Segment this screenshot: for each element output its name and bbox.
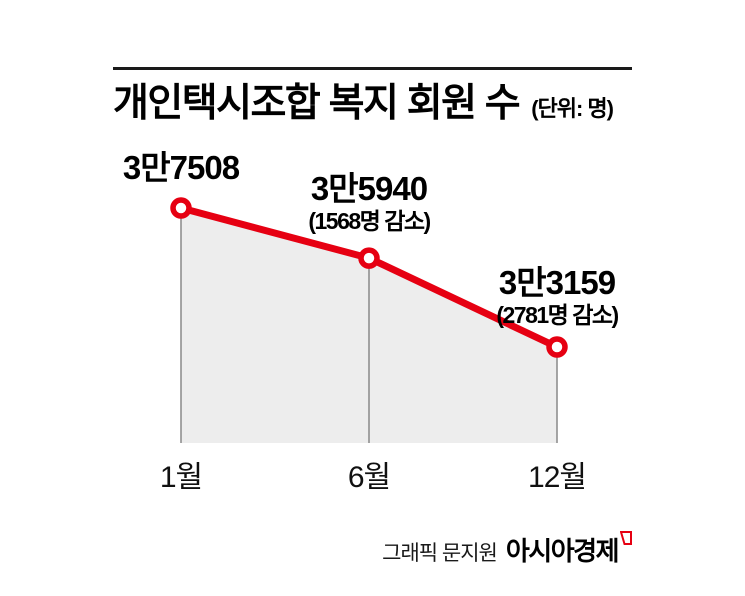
point-label-jun: 3만5940 (1568명 감소) bbox=[308, 170, 431, 234]
asiae-logo-icon bbox=[620, 531, 632, 545]
x-axis-label-jan: 1월 bbox=[159, 461, 203, 494]
credit-text: 그래픽 문지원 bbox=[382, 542, 498, 565]
title-divider bbox=[113, 67, 632, 70]
point-value: 3만5940 bbox=[310, 170, 428, 208]
x-axis-label-jun: 6월 bbox=[347, 461, 391, 494]
unit-label: (단위: 명) bbox=[531, 96, 614, 121]
point-value: 3만3159 bbox=[498, 263, 616, 301]
chart-header: 개인택시조합 복지 회원 수 (단위: 명) bbox=[113, 82, 614, 125]
point-label-jan: 3만7508 bbox=[122, 149, 240, 187]
data-point-marker bbox=[170, 197, 192, 219]
data-point-marker bbox=[546, 336, 568, 358]
point-label-dec: 3만3159 (2781명 감소) bbox=[496, 263, 619, 328]
chart-title: 개인택시조합 복지 회원 수 bbox=[113, 82, 521, 125]
point-value: 3만7508 bbox=[122, 149, 240, 187]
credit-line: 그래픽 문지원 아시아경제 bbox=[382, 531, 632, 568]
point-change: (1568명 감소) bbox=[308, 207, 431, 234]
point-change: (2781명 감소) bbox=[496, 301, 619, 328]
brand-text: 아시아경제 bbox=[505, 536, 620, 566]
x-axis-label-dec: 12월 bbox=[528, 461, 587, 494]
data-point-marker bbox=[358, 247, 380, 269]
